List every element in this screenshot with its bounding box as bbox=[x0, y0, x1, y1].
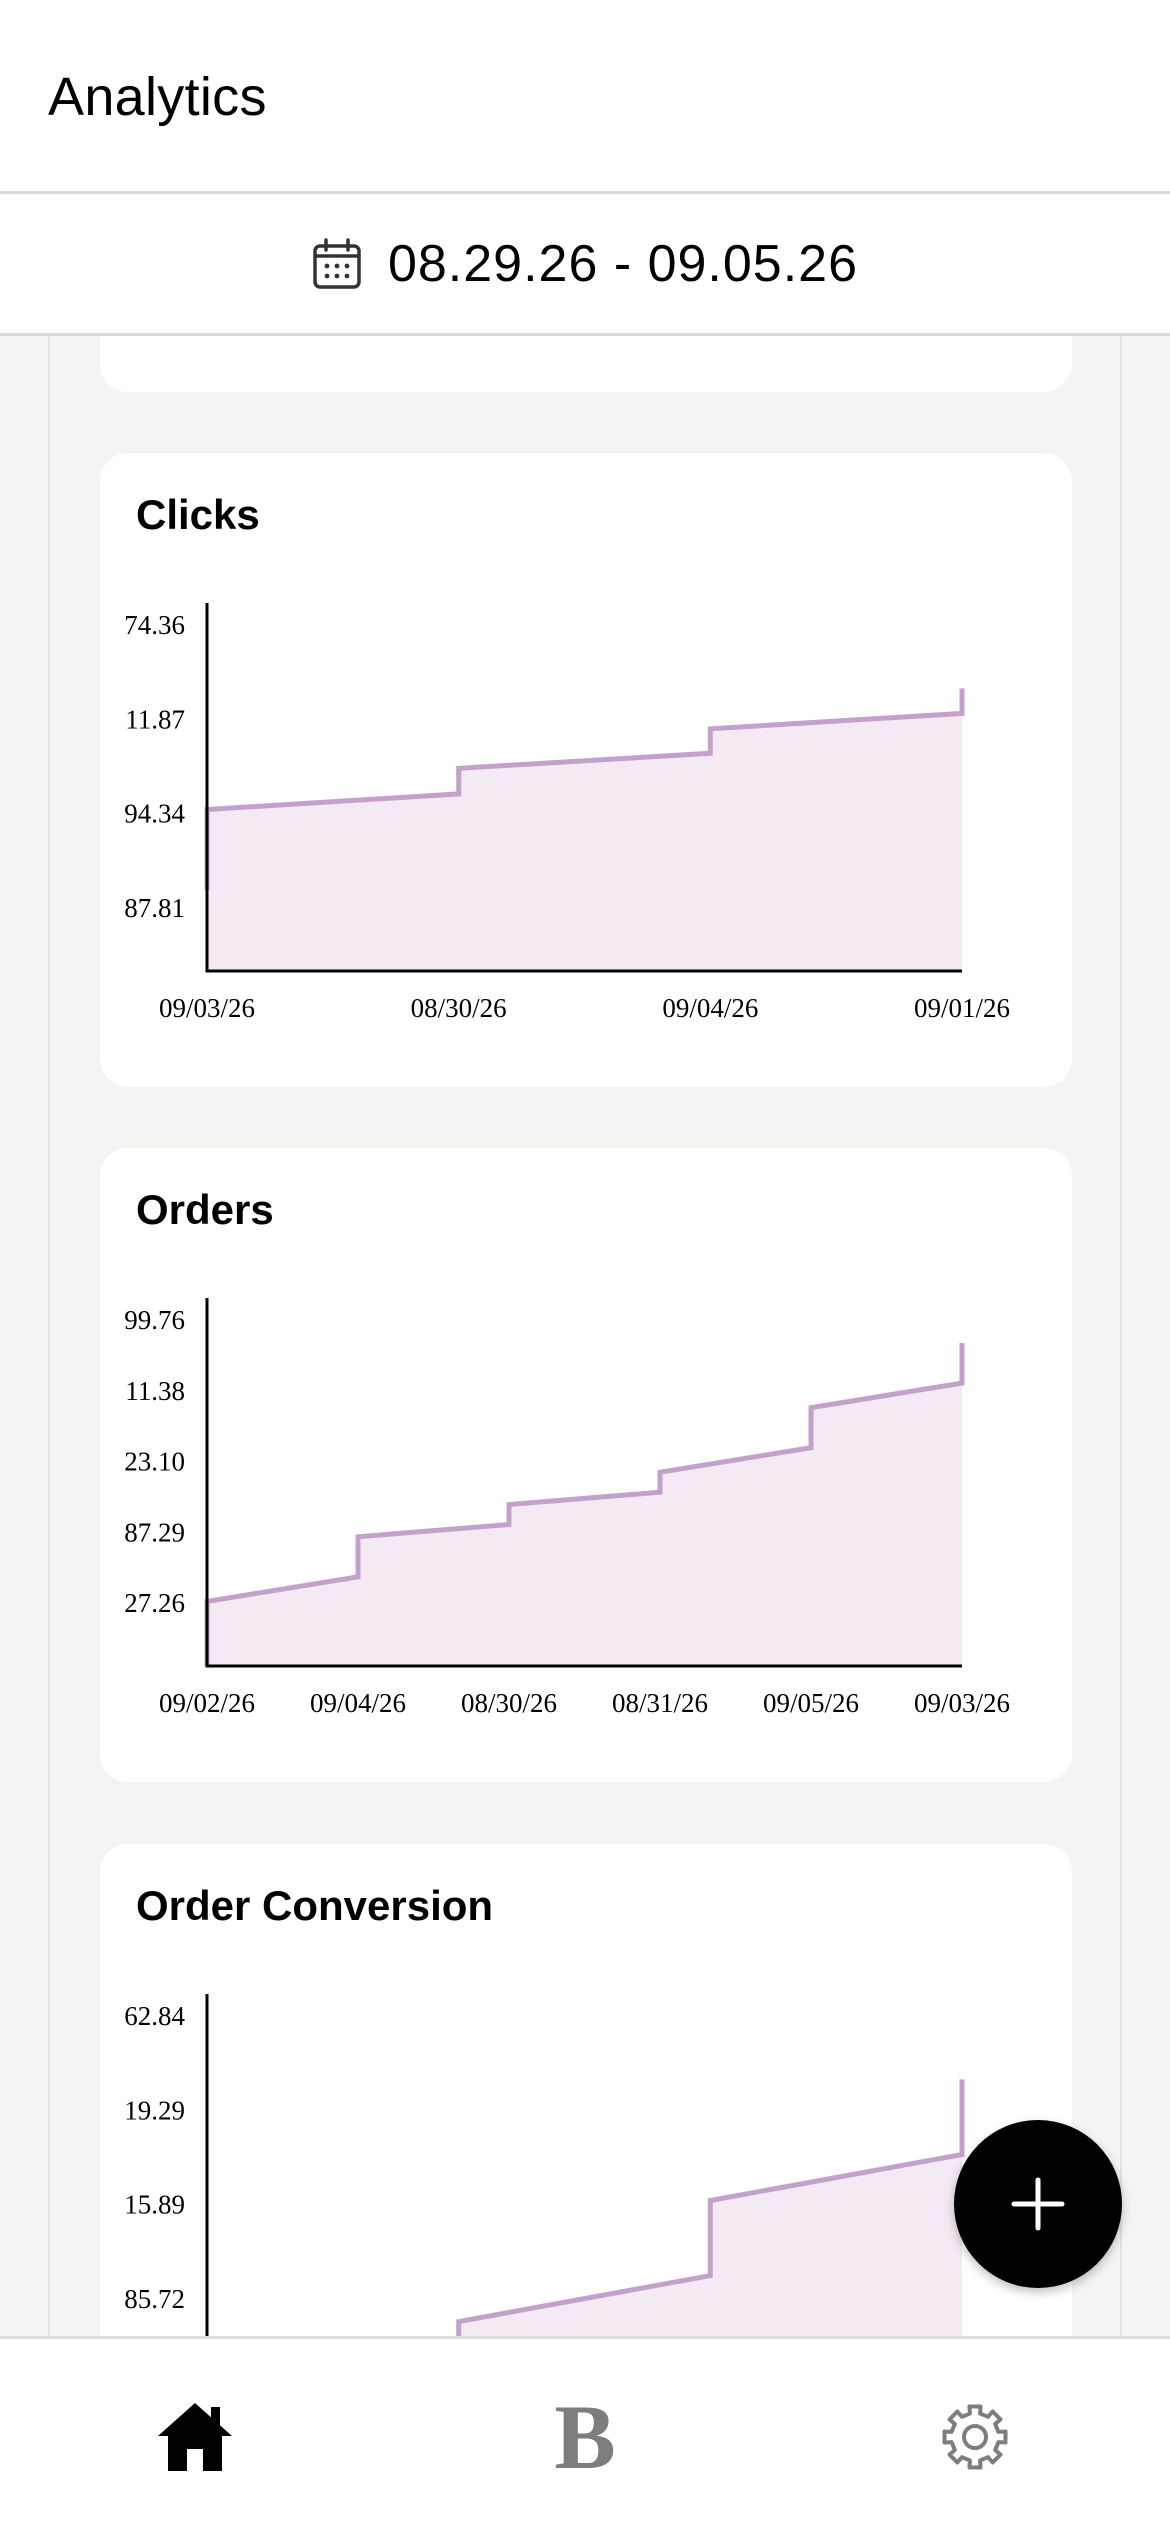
y-tick-label: 87.81 bbox=[124, 893, 185, 923]
series-area bbox=[207, 688, 962, 971]
y-tick-label: 85.72 bbox=[124, 2284, 185, 2314]
x-tick-label: 08/31/26 bbox=[612, 1688, 708, 1718]
previous-chart-card bbox=[100, 336, 1072, 392]
order-conversion-chart: 62.84 19.29 15.89 85.72 bbox=[124, 1994, 965, 2340]
card-title: Clicks bbox=[136, 491, 260, 538]
order-conversion-chart-card: Order Conversion 62.84 19.29 15.89 85.72 bbox=[100, 1844, 1072, 2340]
y-tick-label: 74.36 bbox=[124, 610, 185, 640]
x-tick-label: 08/30/26 bbox=[411, 993, 507, 1023]
series-line bbox=[204, 688, 965, 891]
y-tick-label: 87.29 bbox=[124, 1517, 185, 1547]
x-tick-label: 09/04/26 bbox=[662, 993, 758, 1023]
date-range-label: 08.29.26 - 09.05.26 bbox=[387, 234, 859, 293]
plus-icon bbox=[1011, 2177, 1065, 2231]
y-tick-label: 27.26 bbox=[124, 1588, 185, 1618]
x-tick-label: 09/02/26 bbox=[159, 1688, 255, 1718]
charts-scroll-area[interactable]: Clicks 74.36 11.87 94.34 87.81 09/03/26 08/30… bbox=[48, 336, 1122, 2340]
y-tick-label: 11.87 bbox=[125, 704, 185, 734]
orders-chart-card: Orders 99.76 11.38 23.10 87.29 27.26 09/02/26… bbox=[100, 1148, 1072, 1782]
gear-icon bbox=[942, 2404, 1008, 2470]
clicks-chart: 74.36 11.87 94.34 87.81 09/03/26 08/30/26 09/0… bbox=[124, 603, 1010, 1023]
x-tick-label: 09/03/26 bbox=[914, 1688, 1010, 1718]
x-tick-label: 09/01/26 bbox=[914, 993, 1010, 1023]
nav-item-b[interactable]: B bbox=[390, 2339, 780, 2532]
card-title: Orders bbox=[136, 1186, 274, 1233]
date-range-selector[interactable]: 08.29.26 - 09.05.26 bbox=[0, 194, 1170, 336]
chart-axes bbox=[205, 1994, 209, 2340]
page-title: Analytics bbox=[48, 67, 267, 127]
calendar-icon bbox=[313, 237, 361, 289]
x-tick-label: 08/30/26 bbox=[461, 1688, 557, 1718]
orders-chart: 99.76 11.38 23.10 87.29 27.26 09/02/26 09/04/2… bbox=[124, 1298, 1010, 1718]
add-button[interactable] bbox=[954, 2120, 1122, 2288]
chart-axes bbox=[205, 603, 962, 973]
bottom-navigation: B bbox=[0, 2336, 1170, 2532]
y-tick-label: 11.38 bbox=[125, 1376, 185, 1406]
x-tick-label: 09/04/26 bbox=[310, 1688, 406, 1718]
y-tick-label: 19.29 bbox=[124, 2095, 185, 2125]
y-tick-label: 62.84 bbox=[124, 2001, 185, 2031]
x-tick-label: 09/05/26 bbox=[763, 1688, 859, 1718]
y-tick-label: 94.34 bbox=[124, 799, 185, 829]
chart-axes bbox=[205, 1298, 962, 1668]
y-tick-label: 99.76 bbox=[124, 1305, 185, 1335]
series-line bbox=[456, 2079, 965, 2340]
nav-item-settings[interactable] bbox=[780, 2339, 1170, 2532]
series-line bbox=[204, 1343, 965, 1666]
y-tick-label: 23.10 bbox=[124, 1447, 185, 1477]
x-tick-label: 09/03/26 bbox=[159, 993, 255, 1023]
series-area bbox=[207, 1343, 962, 1666]
nav-item-home[interactable] bbox=[0, 2339, 390, 2532]
app-bar: Analytics bbox=[0, 0, 1170, 194]
b-icon: B bbox=[554, 2386, 616, 2488]
home-icon bbox=[158, 2403, 232, 2471]
card-title: Order Conversion bbox=[136, 1882, 494, 1929]
clicks-chart-card: Clicks 74.36 11.87 94.34 87.81 09/03/26 08/30… bbox=[100, 453, 1072, 1087]
y-tick-label: 15.89 bbox=[124, 2190, 185, 2220]
